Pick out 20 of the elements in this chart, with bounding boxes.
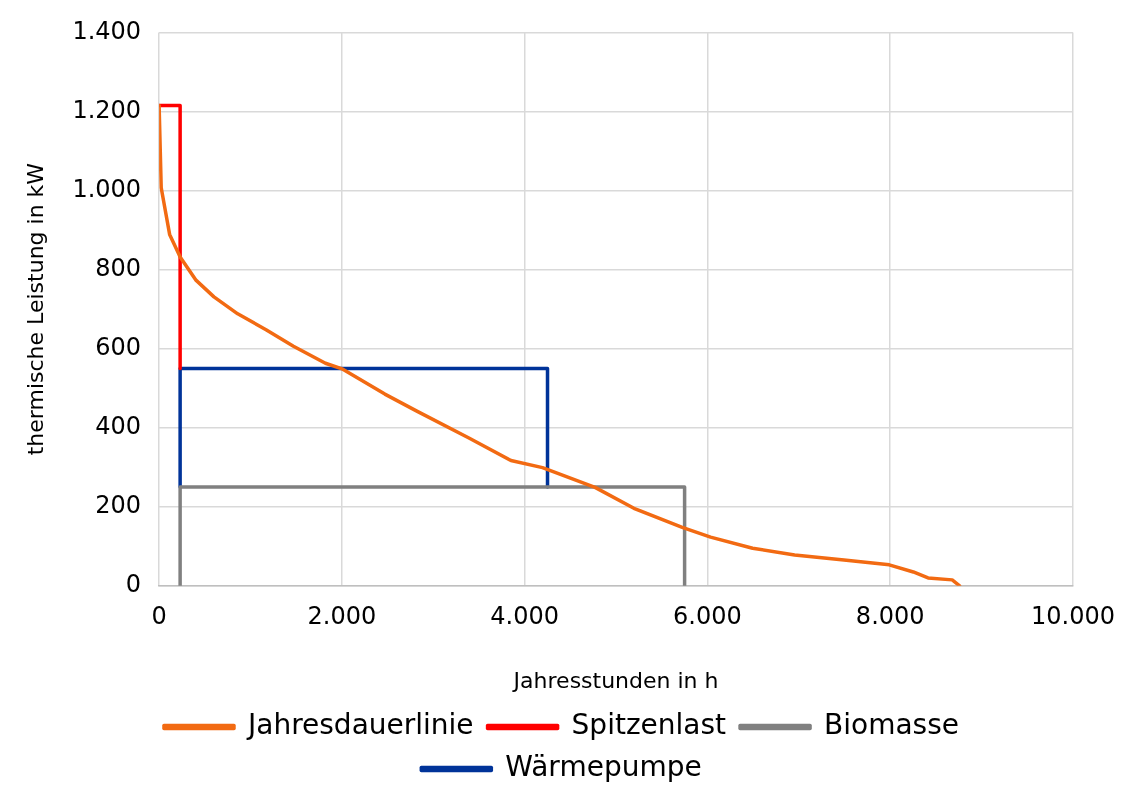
x-tick-label: 6.000 — [673, 602, 742, 631]
y-tick-label: 1.400 — [72, 16, 142, 45]
x-tick-label: 0 — [151, 602, 167, 631]
x-tick-label: 4.000 — [490, 602, 560, 631]
y-tick-label: 800 — [95, 253, 142, 282]
y-axis-title: thermische Leistung in kW — [22, 162, 48, 456]
y-tick-label: 600 — [95, 332, 142, 361]
x-tick-label: 10.000 — [1031, 602, 1115, 631]
legend-label: Jahresdauerlinie — [245, 708, 474, 742]
y-tick-label: 1.200 — [72, 95, 142, 124]
y-tick-label: 200 — [95, 490, 142, 519]
legend-label: Spitzenlast — [571, 708, 727, 742]
legend-label: Wärmepumpe — [505, 750, 702, 784]
x-tick-label: 8.000 — [855, 602, 925, 631]
y-tick-label: 400 — [95, 411, 142, 440]
legend-label: Biomasse — [824, 708, 960, 742]
y-tick-label: 0 — [125, 570, 142, 599]
x-tick-label: 2.000 — [307, 602, 377, 631]
x-axis-title: Jahresstunden in h — [511, 667, 719, 693]
y-tick-label: 1.000 — [72, 174, 142, 203]
